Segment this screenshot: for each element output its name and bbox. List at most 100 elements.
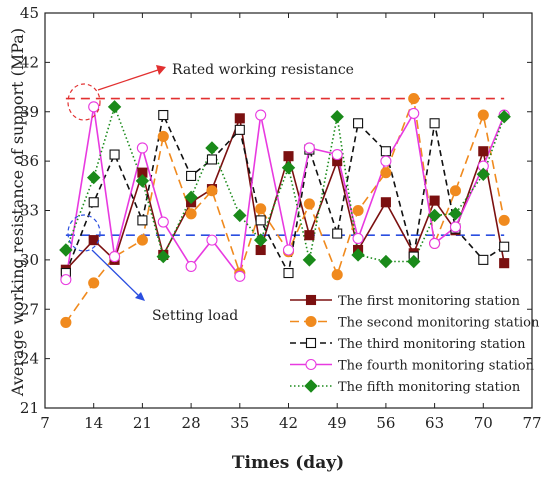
series-4-point [88,101,100,113]
series-5-point [59,243,73,257]
series-1-point [429,195,440,206]
y-tick-label: 33 [20,202,39,220]
series-5-point [205,141,219,155]
series-5-point [476,167,491,181]
series-5-point [86,170,101,185]
series-4-point [136,142,148,154]
legend-label-2: The second monitoring station [338,316,540,331]
legend-label-5: The fifth monitoring station [338,380,521,395]
legend: The first monitoring station The second m… [283,288,540,400]
x-tick-label: 77 [522,414,541,432]
legend-marker-4 [305,358,317,371]
x-tick-label: 56 [376,414,395,432]
series-2-point [136,234,148,246]
series-2-point [477,109,489,121]
annotations: Rated working resistance Setting load [67,62,354,324]
reference-lines [65,97,505,236]
y-tick-label: 36 [20,152,39,170]
series-1-point [283,151,294,162]
y-axis-label: Average working resistance of support (M… [8,28,27,397]
series-2-point [408,93,420,105]
series-3-point [332,228,343,239]
series-1-point [380,197,391,208]
x-tick-label: 49 [328,414,347,432]
series-5-point [184,190,198,205]
series-4-point [255,109,267,121]
series-3-point [478,254,489,265]
series-1-point [234,113,245,124]
series-4-point [380,155,392,167]
series-5-point [407,254,421,269]
axis-ticks: 7 14 21 28 35 42 49 56 63 70 77 21 24 27 30 33 36 39 42 45 [20,4,542,432]
y-tick-label: 21 [20,399,39,417]
x-tick-label: 35 [230,414,249,432]
y-tick-label: 45 [20,4,39,22]
series-3-point [353,118,364,129]
series-1-point [304,230,315,241]
series-2-point [185,208,197,220]
series-3-point [137,215,148,226]
series-4-point [352,232,364,245]
series-4-point [234,270,246,282]
series-5-point [233,208,247,223]
y-tick-label: 30 [20,251,39,269]
series-4-point [429,237,441,249]
series-4-point [408,107,420,119]
setting-load-arrow [91,249,139,296]
series-4-point [185,260,197,273]
y-tick-label: 42 [20,53,39,71]
x-axis-label: Times (day) [232,453,344,473]
rated-resistance-arrow [97,69,159,91]
x-tick-label: 28 [182,414,201,432]
series-5-point [107,100,122,114]
y-tick-label: 39 [20,103,39,121]
series-2-point [380,167,392,179]
series-3-point [283,267,294,279]
legend-marker-1 [305,294,317,306]
series-4-point [206,234,218,246]
series-5-point [135,174,150,188]
x-tick-label: 14 [84,414,103,432]
series-3-point [380,146,391,157]
rated-resistance-arrowhead [156,65,166,75]
legend-marker-5 [304,379,318,393]
series-5-point [281,161,296,175]
series-4-point [331,148,343,161]
axis-labels: Times (day) Average working resistance o… [8,28,344,473]
x-tick-label: 70 [474,414,493,432]
series-5-point [302,253,317,267]
series-3-point [158,109,169,121]
series-5-point [253,233,268,247]
legend-label-1: The first monitoring station [338,294,521,309]
series-2-point [498,214,510,226]
series-2-point [449,185,462,197]
legend-label-4: The fourth monitoring station [338,359,535,374]
setting-load-label: Setting load [152,308,238,324]
series-2-point [303,198,315,210]
rated-resistance-label: Rated working resistance [172,62,354,78]
setting-load-arrowhead [135,292,145,301]
legend-label-3: The third monitoring station [338,337,526,352]
series-5-point [497,109,511,124]
series-2-point [88,277,100,289]
series-4-point [60,274,72,286]
series-5-point [379,254,393,269]
series-1-point [478,146,489,157]
series-5-point [427,208,442,223]
x-tick-label: 63 [425,414,444,432]
series-4-point [282,244,295,256]
series-4-point [109,251,121,263]
series-1-point [255,244,266,256]
series-3-point [88,197,99,208]
series-2-point [352,204,364,217]
series-5-point [330,109,344,124]
legend-marker-3 [305,337,317,349]
series-4-point [449,221,462,233]
series-4-point [303,142,315,154]
series-3-point [429,118,440,129]
rated-resistance-ellipse [67,83,101,121]
y-tick-label: 24 [20,350,39,368]
series-3-point [109,149,120,160]
x-tick-label: 7 [40,414,50,432]
